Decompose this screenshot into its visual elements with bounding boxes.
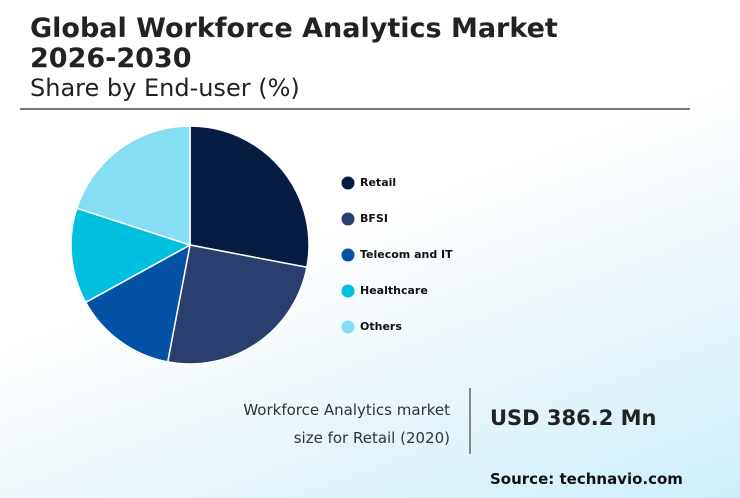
legend-marker <box>341 248 355 262</box>
divider <box>469 388 471 454</box>
chart-subtitle: Share by End-user (%) <box>30 74 300 102</box>
pie-slice <box>189 125 310 269</box>
legend-label: Others <box>360 320 402 333</box>
chart-title: Global Workforce Analytics Market 2026-2… <box>30 13 558 74</box>
pie-slice <box>75 125 191 247</box>
annotation-text: Workforce Analytics market size for Reta… <box>243 401 450 447</box>
divider <box>20 108 690 110</box>
legend-marker <box>341 320 355 334</box>
legend-marker <box>341 284 355 298</box>
pie-slice <box>70 207 192 304</box>
annotation-value: USD 386.2 Mn <box>490 406 657 430</box>
legend-label: BFSI <box>360 212 388 225</box>
pie-slice <box>84 243 192 363</box>
legend-marker <box>341 212 355 226</box>
source: Source: technavio.com <box>490 470 683 488</box>
legend-marker <box>341 176 355 190</box>
pie-slice <box>166 244 308 365</box>
legend-label: Healthcare <box>360 284 428 297</box>
legend-label: Retail <box>360 176 396 189</box>
legend-label: Telecom and IT <box>360 248 453 261</box>
